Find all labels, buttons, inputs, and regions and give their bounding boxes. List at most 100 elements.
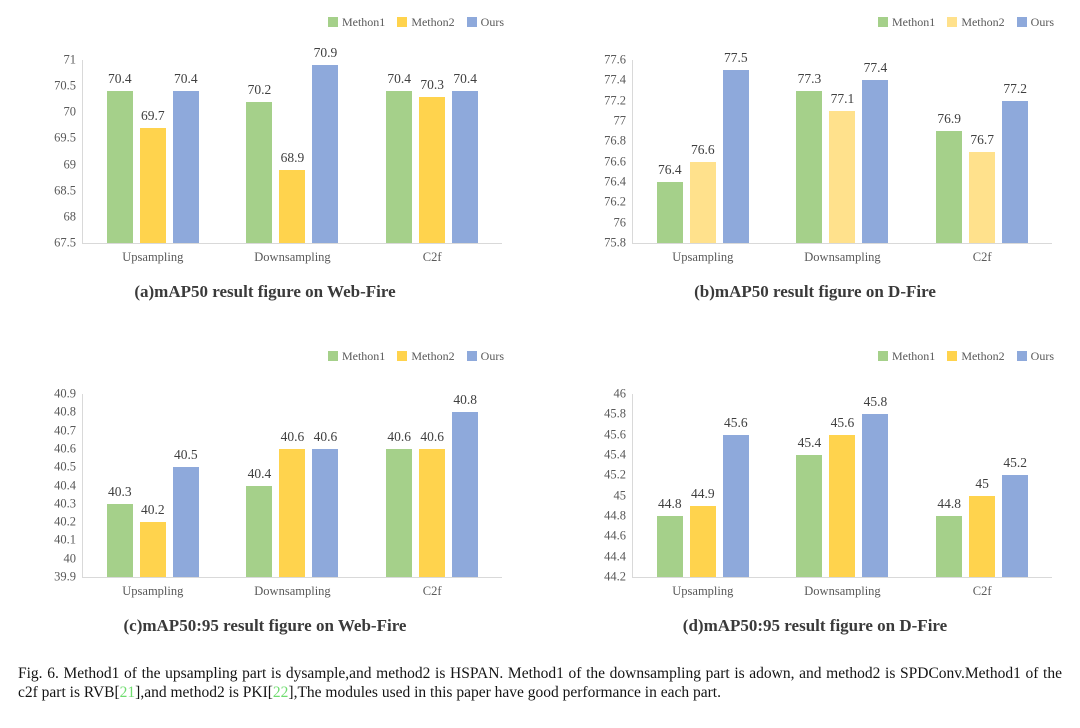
legend-item-methon2: Methon2 <box>947 348 1005 364</box>
chart-b: Methon1 Methon2 Ours 75.8 76 76.2 76.4 76.6 76.… <box>568 14 1062 302</box>
bar-value-label: 70.3 <box>420 76 444 92</box>
x-category-label: Downsampling <box>804 584 881 598</box>
citation-link-22[interactable]: 22 <box>272 684 289 702</box>
y-tick-label: 40.8 <box>54 404 76 419</box>
bar-value-label: 77.2 <box>1003 80 1027 96</box>
caption-text: Fig. 6. Method1 of the upsampling part i… <box>18 665 1062 702</box>
chart-d-legend: Methon1 Methon2 Ours <box>568 348 1054 364</box>
bar-value-label: 40.5 <box>174 447 198 463</box>
y-tick-label: 40 <box>63 551 77 566</box>
bar-group-downsampling: 45.4 45.6 45.8 <box>773 394 913 577</box>
y-tick-label: 45 <box>613 488 627 503</box>
bar-ours <box>452 91 479 243</box>
y-tick-label: 70 <box>63 104 77 119</box>
y-tick-label: 44.6 <box>604 528 626 543</box>
plot-area: 75.8 76 76.2 76.4 76.6 76.8 77 77.2 77.4 77.6 76.4… <box>604 50 1052 264</box>
y-tick-label: 76.6 <box>604 154 626 169</box>
bar-value-label: 40.6 <box>280 428 305 444</box>
y-tick-label: 75.8 <box>604 235 626 250</box>
bar-methon2 <box>279 169 306 243</box>
bar-methon2 <box>139 522 166 577</box>
chart-a-title: (a)mAP50 result figure on Web-Fire <box>134 282 396 301</box>
bar-methon2 <box>279 448 306 577</box>
y-tick-label: 40.1 <box>54 532 76 547</box>
bar-methon2 <box>139 127 166 243</box>
bar-methon1 <box>936 131 963 243</box>
y-tick-label: 70.5 <box>54 78 76 93</box>
y-tick-label: 45.2 <box>604 467 626 482</box>
bar-methon2 <box>689 505 716 577</box>
bar-group-downsampling: 77.3 77.1 77.4 <box>773 60 913 243</box>
legend-swatch-methon1 <box>327 351 338 361</box>
legend-swatch-ours <box>1016 17 1027 27</box>
bar-value-label: 45.4 <box>797 435 822 451</box>
y-tick-label: 45.8 <box>604 406 626 421</box>
chart-d-plot: 44.2 44.4 44.6 44.8 45 45.2 45.4 45.6 45.8 46 44.8… <box>568 370 1062 602</box>
bar-value-label: 45 <box>975 475 989 491</box>
bar-group-downsampling: 70.2 68.9 70.9 <box>223 45 363 243</box>
bar-value-label: 70.4 <box>174 71 198 87</box>
legend-label: Methon1 <box>891 348 936 363</box>
bar-value-label: 40.3 <box>108 483 132 499</box>
y-tick-label: 40.3 <box>54 496 76 511</box>
x-category-label: Upsampling <box>122 250 184 264</box>
bar-methon2 <box>419 448 446 577</box>
bar-value-label: 68.9 <box>280 149 305 165</box>
bar-ours <box>312 65 339 243</box>
legend-swatch-methon2 <box>397 351 408 361</box>
bar-value-label: 70.2 <box>247 81 272 97</box>
plot-area: 39.9 40 40.1 40.2 40.3 40.4 40.5 40.6 40.7 40.8 40… <box>54 387 502 598</box>
y-tick-label: 76.4 <box>604 174 626 189</box>
bar-value-label: 77.1 <box>830 90 855 106</box>
bar-methon1 <box>246 101 273 243</box>
x-category-label: C2f <box>972 250 992 264</box>
bar-value-label: 69.7 <box>141 107 165 123</box>
bar-methon2 <box>829 434 856 577</box>
bar-value-label: 40.8 <box>453 392 477 408</box>
legend-label: Ours <box>1030 348 1054 363</box>
bar-value-label: 45.6 <box>830 414 855 430</box>
y-tick-label: 67.5 <box>54 235 76 250</box>
bar-group-c2f: 70.4 70.3 70.4 <box>362 60 502 243</box>
legend-swatch-methon1 <box>877 351 888 361</box>
bar-value-label: 40.2 <box>141 502 165 518</box>
bar-value-label: 40.6 <box>313 428 338 444</box>
x-category-label: C2f <box>422 250 442 264</box>
chart-b-legend: Methon1 Methon2 Ours <box>568 14 1054 30</box>
x-category-label: Upsampling <box>672 250 734 264</box>
bar-methon1 <box>936 516 963 577</box>
bar-methon2 <box>969 495 996 577</box>
bar-ours <box>452 412 479 577</box>
y-tick-label: 40.4 <box>54 478 76 492</box>
bar-methon1 <box>106 91 133 243</box>
y-tick-label: 44.8 <box>604 508 626 523</box>
bar-group-upsampling: 70.4 69.7 70.4 <box>83 60 223 243</box>
y-tick-label: 40.2 <box>54 514 76 529</box>
legend-label: Methon2 <box>961 348 1005 363</box>
legend-swatch-ours <box>466 17 477 27</box>
bar-methon1 <box>796 90 823 243</box>
chart-b-title: (b)mAP50 result figure on D-Fire <box>694 282 936 301</box>
chart-d: Methon1 Methon2 Ours 44.2 44.4 44.6 44.8 45 45.… <box>568 348 1062 636</box>
bar-ours <box>722 434 749 577</box>
bar-group-c2f: 76.9 76.7 77.2 <box>912 60 1052 243</box>
legend-item-methon1: Methon1 <box>327 15 385 30</box>
bar-methon2 <box>419 96 446 243</box>
bar-group-downsampling: 40.4 40.6 40.6 <box>223 394 363 577</box>
citation-link-21[interactable]: 21 <box>119 684 136 702</box>
bar-methon1 <box>796 455 823 577</box>
y-tick-label: 45.6 <box>604 427 626 442</box>
bar-group-upsampling: 40.3 40.2 40.5 <box>83 394 223 577</box>
legend-label: Methon2 <box>961 14 1005 29</box>
legend-label: Methon2 <box>411 348 455 363</box>
y-tick-label: 40.5 <box>54 459 76 474</box>
bar-ours <box>1002 475 1029 577</box>
y-tick-label: 40.6 <box>54 441 76 456</box>
bar-group-upsampling: 44.8 44.9 45.6 <box>633 394 773 577</box>
legend-label: Methon2 <box>411 14 455 29</box>
legend-item-methon2: Methon2 <box>947 14 1005 30</box>
bar-value-label: 45.6 <box>724 414 748 430</box>
bar-methon2 <box>689 161 716 243</box>
legend-item-ours: Ours <box>466 15 504 30</box>
x-category-label: Upsampling <box>672 584 734 598</box>
